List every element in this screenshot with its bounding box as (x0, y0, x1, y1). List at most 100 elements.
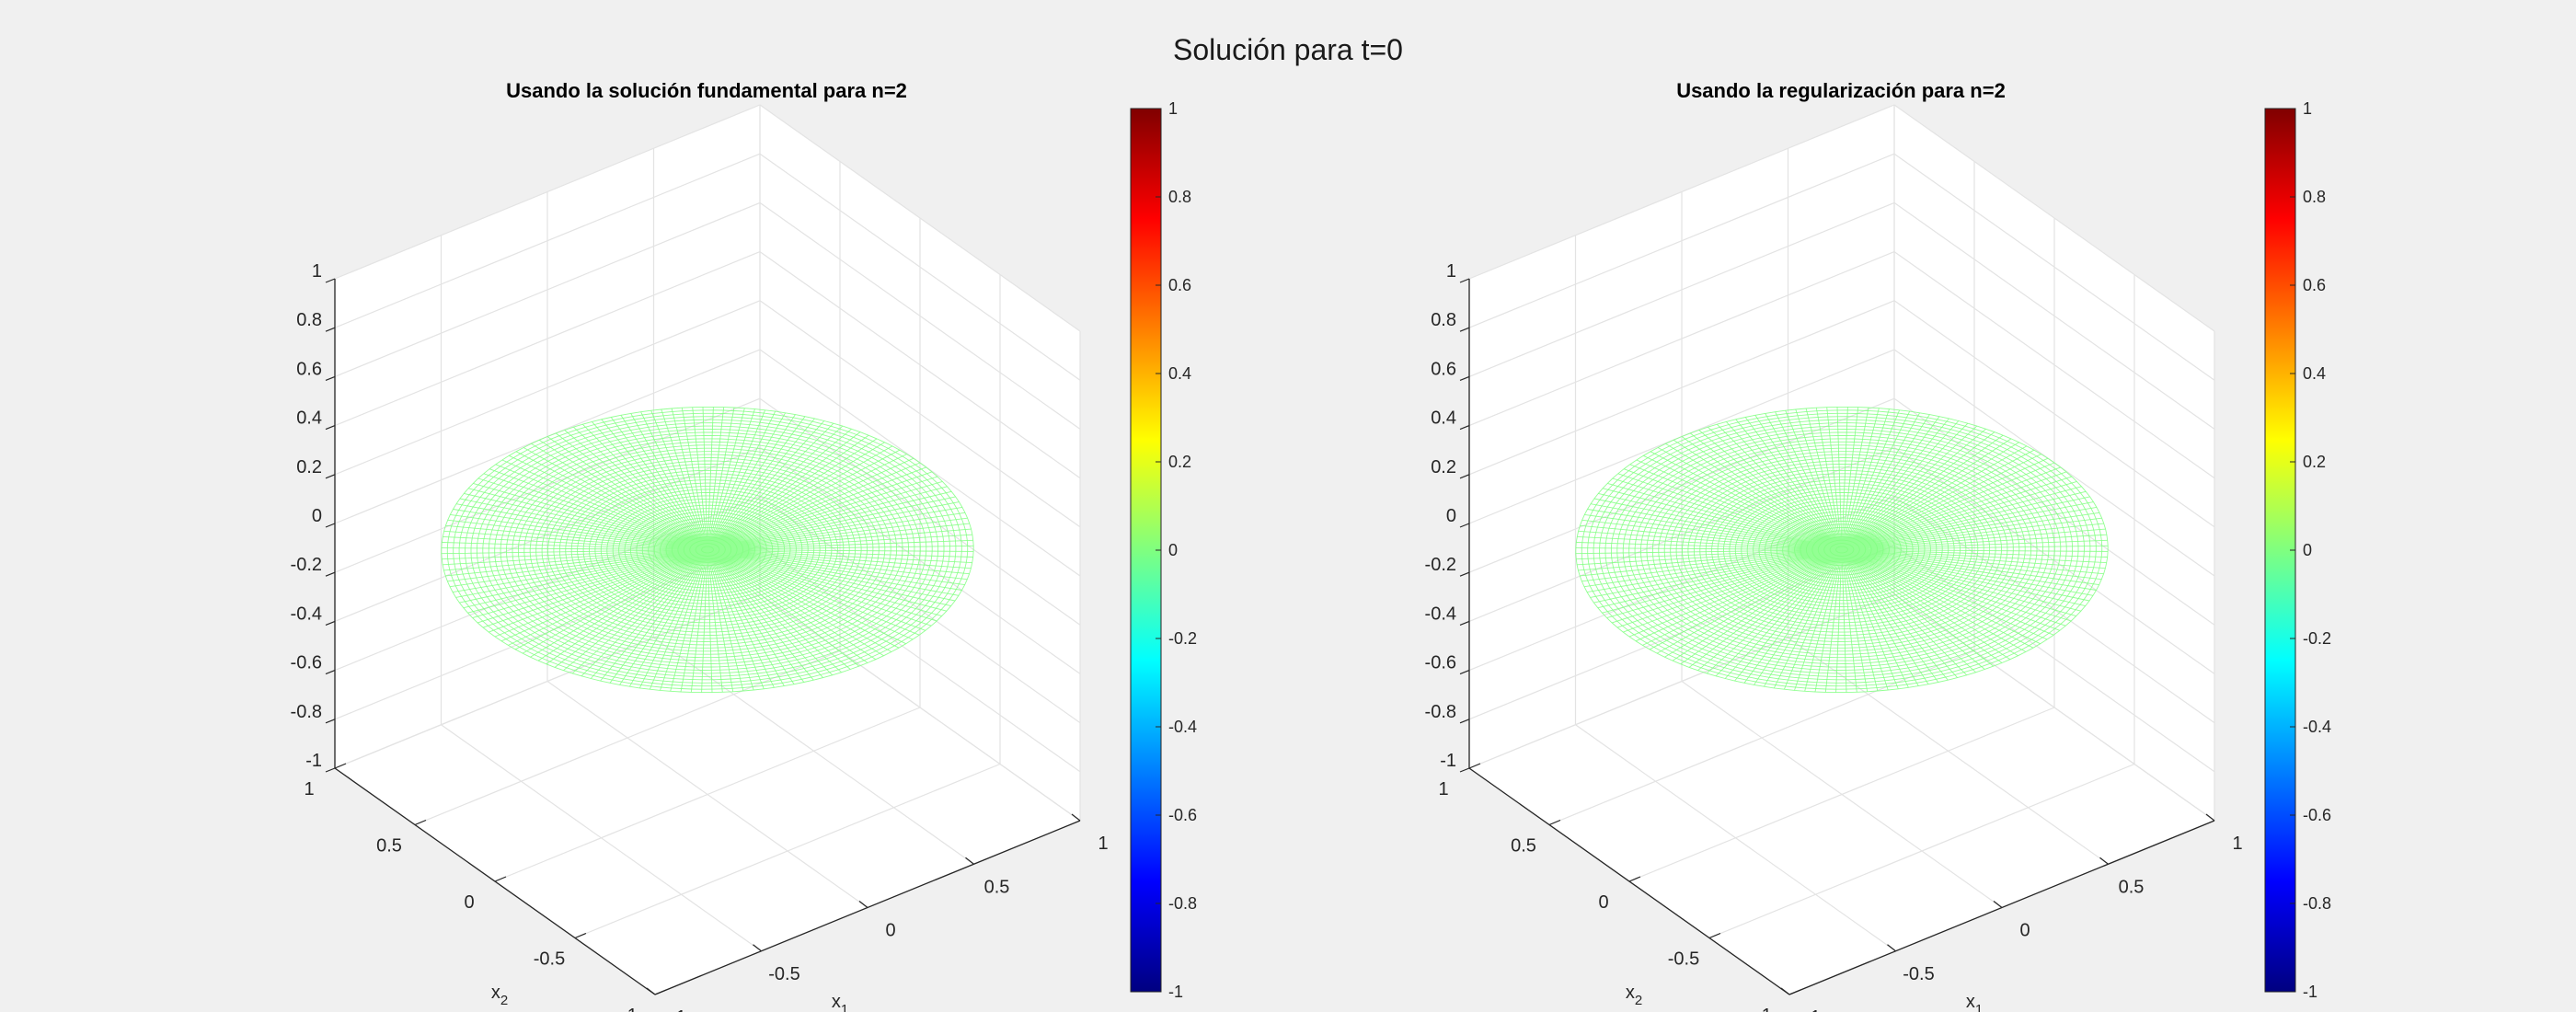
axes-title: Usando la regularización para n=2 (1676, 79, 2006, 102)
colorbar-tick-label: -0.4 (2303, 718, 2331, 736)
x2-axis-label-main: x (491, 983, 500, 1003)
x2-tick-mark (1468, 763, 1481, 769)
z-tick-mark (325, 523, 336, 528)
x1-tick-mark (2099, 857, 2109, 865)
gridline-wall-z (759, 251, 1081, 479)
gridline-wall-z (1893, 104, 2215, 332)
z-tick-label: 0.6 (1431, 359, 1456, 379)
z-tick-label: 0 (312, 506, 322, 526)
axes-title: Usando la solución fundamental para n=2 (506, 79, 907, 102)
colorbar-tick-label: -0.6 (2303, 806, 2331, 824)
gridline-wall-z (1893, 153, 2215, 381)
colorbar-tick-label: 0 (2303, 541, 2312, 559)
x2-tick-label: -0.5 (1668, 949, 1699, 970)
gridline-wall-z (1893, 251, 2215, 479)
colorbar-tick-label: -1 (2303, 983, 2317, 1001)
colorbar-tick-label: 1 (2303, 99, 2312, 118)
x1-axis-label: x1 (832, 992, 848, 1012)
colorbar-tick-label: 0 (1168, 541, 1178, 559)
x2-axis-label-subscript: 2 (500, 993, 508, 1008)
x2-tick-label: -0.5 (534, 949, 565, 970)
colorbar-tick-label: 0.8 (2303, 188, 2326, 206)
x1-tick-label: 0 (885, 921, 895, 941)
x2-tick-mark (1628, 876, 1641, 882)
z-tick-mark (325, 620, 336, 626)
gridline-wall-z (1468, 300, 1895, 476)
colorbar-tick-label: 0.2 (1168, 453, 1191, 471)
x2-tick-mark (334, 763, 347, 769)
gridline-wall-z (759, 300, 1081, 528)
z-tick-label: -0.2 (291, 555, 322, 575)
gridline-floor-x2 (414, 650, 841, 826)
x2-axis-label: x2 (491, 983, 508, 1008)
z-tick-mark (1459, 523, 1470, 528)
gridline-wall-z (1893, 593, 2215, 822)
gridline-wall-z (334, 300, 761, 476)
x1-tick-label: 1 (2232, 834, 2242, 854)
gridline-wall-z (1468, 593, 1895, 769)
x2-tick-label: 1 (304, 779, 314, 799)
x1-axis-label-main: x (832, 992, 841, 1012)
x1-axis-label-main: x (1966, 992, 1975, 1012)
gridline-wall-z (334, 104, 761, 280)
z-tick-mark (1459, 327, 1470, 332)
gridline-wall-z (1893, 545, 2215, 773)
colorbar-tick-label: -0.4 (1168, 718, 1197, 736)
gridline-wall-z (334, 251, 761, 427)
x2-tick-mark (574, 932, 587, 939)
x1-tick-mark (1780, 987, 1790, 995)
x2-tick-mark (414, 819, 427, 826)
x2-tick-mark (494, 876, 507, 882)
colorbar-tick-label: 0.2 (2303, 453, 2326, 471)
z-tick-label: -0.2 (1425, 555, 1456, 575)
surface-mesh-radials (1575, 407, 2109, 693)
z-tick-label: -0.8 (291, 702, 322, 722)
x2-tick-label: 0.5 (376, 836, 402, 857)
z-tick-mark (1459, 719, 1470, 724)
z-tick-label: 0.6 (296, 359, 322, 379)
z-tick-label: -0.4 (291, 604, 322, 624)
gridline-floor-x1 (653, 637, 974, 865)
x1-tick-mark (1887, 944, 1896, 952)
z-tick-mark (1459, 670, 1470, 675)
z-tick-label: 0.8 (296, 310, 322, 330)
colorbar-tick-label: -0.2 (2303, 629, 2331, 648)
x1-tick-label: 0.5 (984, 877, 1010, 897)
gridline-wall-z (1468, 201, 1895, 377)
x1-tick-mark (965, 857, 974, 865)
z-tick-mark (325, 278, 336, 283)
gridline-wall-z (334, 593, 761, 769)
x2-tick-label: 0 (464, 892, 474, 913)
z-tick-mark (1459, 425, 1470, 431)
colorbar-tick-label: 0.8 (1168, 188, 1191, 206)
gridline-wall-z (759, 593, 1081, 822)
colorbar-tick-label: -0.6 (1168, 806, 1197, 824)
z-tick-label: 1 (1446, 261, 1456, 282)
x1-tick-mark (753, 944, 762, 952)
z-tick-mark (325, 767, 336, 773)
gridline-wall-z (1893, 300, 2215, 528)
z-tick-mark (325, 327, 336, 332)
x2-tick-label: -1 (621, 1006, 638, 1012)
colorbar-tick-label: 0.4 (2303, 364, 2326, 383)
z-tick-label: 0.2 (1431, 457, 1456, 477)
gridline-wall-z (1468, 251, 1895, 427)
colorbar-tick-label: -0.2 (1168, 629, 1197, 648)
x1-tick-mark (1993, 901, 2003, 908)
x1-tick-mark (1071, 813, 1081, 822)
z-tick-label: -1 (1440, 751, 1456, 771)
z-tick-label: 0.4 (1431, 408, 1456, 429)
surface-mesh-radials (441, 407, 974, 693)
gridline-floor-x2 (1628, 707, 2055, 882)
colorbar-tick-label: 1 (1168, 99, 1178, 118)
z-tick-mark (1459, 375, 1470, 381)
z-tick-label: 1 (312, 261, 322, 282)
gridline-wall-z (1893, 397, 2215, 626)
colorbar-tick-label: 0.6 (1168, 276, 1191, 294)
gridline-wall-z (1893, 201, 2215, 430)
x1-axis-label: x1 (1966, 992, 1983, 1012)
gridline-wall-z (334, 153, 761, 328)
z-tick-mark (325, 571, 336, 577)
z-tick-label: -0.6 (1425, 653, 1456, 673)
z-tick-label: -0.4 (1425, 604, 1456, 624)
